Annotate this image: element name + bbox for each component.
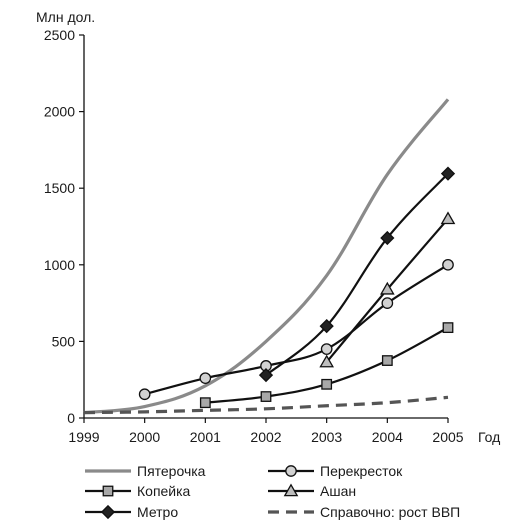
y-tick-label: 2500 (44, 27, 75, 43)
x-tick-label: 2004 (372, 429, 403, 445)
data-point-series-5 (319, 318, 334, 334)
data-point-series-4 (380, 281, 395, 295)
y-axis-title: Млн дол. (36, 9, 95, 25)
data-point-series-2 (199, 372, 212, 385)
data-point-series-3 (260, 391, 272, 402)
x-tick-label: 1999 (68, 429, 99, 445)
series-line-5 (265, 172, 449, 376)
data-point-series-4 (319, 354, 334, 368)
data-point-series-3 (321, 378, 333, 390)
legend-marker (100, 504, 116, 520)
data-point-series-5 (258, 367, 274, 383)
legend-label: Перекресток (320, 463, 403, 479)
legend-marker (102, 485, 114, 497)
y-tick-label: 500 (52, 333, 76, 349)
data-point-series-2 (138, 388, 151, 401)
data-point-series-3 (442, 322, 454, 334)
legend-label: Метро (137, 504, 178, 520)
data-point-series-3 (199, 397, 211, 409)
series-line-6 (83, 395, 449, 415)
data-point-series-5 (380, 230, 395, 246)
data-point-series-2 (381, 297, 394, 309)
series-line-1 (83, 98, 450, 415)
legend-label: Копейка (137, 483, 191, 499)
y-tick-label: 1500 (44, 180, 75, 196)
y-tick-label: 2000 (44, 104, 75, 120)
legend-marker (285, 465, 297, 477)
axes: 0 500 1000 1500 2000 2500 1999 2000 2001 2002 2003… (36, 9, 500, 445)
x-tick-label: 2002 (250, 429, 281, 445)
x-axis-title: Год (478, 429, 500, 445)
data-point-series-2 (320, 343, 333, 355)
legend-label: Пятерочка (137, 463, 206, 479)
x-tick-label: 2000 (129, 429, 160, 445)
legend-marker (283, 483, 299, 497)
data-point-series-4 (440, 211, 456, 225)
x-tick-label: 2005 (432, 429, 463, 445)
x-tick-label: 2001 (190, 429, 221, 445)
data-point-series-3 (381, 355, 393, 366)
series-line-2 (144, 263, 449, 396)
legend-label: Ашан (320, 483, 356, 499)
y-tick-label: 1000 (44, 257, 75, 273)
data-point-series-5 (440, 166, 456, 181)
series-lines (83, 98, 456, 415)
legend-label: Справочно: рост ВВП (320, 504, 460, 520)
data-point-series-2 (442, 258, 454, 271)
y-tick-label: 0 (67, 410, 75, 426)
legend: Пятерочка Перекресток Копейка Ашан Метро Спра… (85, 463, 460, 520)
x-tick-label: 2003 (311, 429, 342, 445)
